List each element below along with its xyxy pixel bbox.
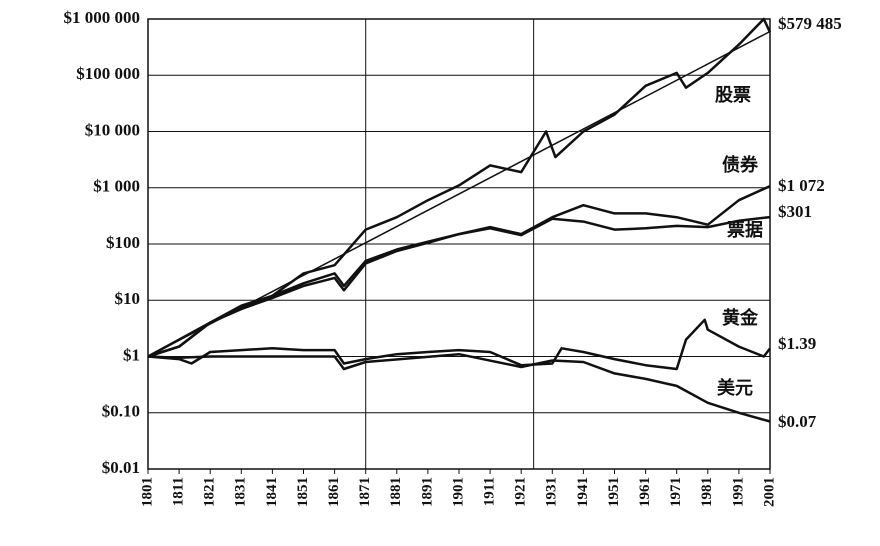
y-tick-label: $0.10 xyxy=(102,402,140,421)
x-tick-label: 1891 xyxy=(419,477,435,507)
y-tick-label: $1 000 xyxy=(93,177,140,196)
x-tick-label: 1841 xyxy=(264,477,280,507)
series-label: 债券 xyxy=(722,154,759,175)
y-tick-label: $10 000 xyxy=(85,120,140,139)
series-line xyxy=(147,184,771,358)
x-tick-label: 1931 xyxy=(544,477,560,507)
x-tick-label: 1881 xyxy=(388,477,404,507)
x-tick-label: 1971 xyxy=(668,477,684,507)
x-tick-label: 1801 xyxy=(139,477,155,507)
y-tick-label: $1 xyxy=(123,345,140,364)
x-tick-label: 1851 xyxy=(295,477,311,507)
series-label: 票据 xyxy=(727,219,763,240)
x-tick-label: 1911 xyxy=(482,477,498,506)
x-tick-label: 1951 xyxy=(606,477,622,507)
x-tick-label: 1941 xyxy=(575,477,591,507)
end-label: $1.39 xyxy=(778,334,816,353)
x-tick-label: 2001 xyxy=(761,477,777,507)
series-label: 股票 xyxy=(714,85,751,105)
x-tick-label: 1991 xyxy=(730,477,746,507)
series-label: 黄金 xyxy=(722,307,759,328)
x-tick-label: 1821 xyxy=(202,477,218,507)
end-label: $0.07 xyxy=(778,412,817,431)
y-tick-label: $10 xyxy=(115,289,141,308)
x-tick-label: 1921 xyxy=(513,477,529,507)
series-line xyxy=(147,352,771,423)
x-tick-label: 1861 xyxy=(326,477,342,507)
series-line xyxy=(147,215,771,358)
series-line xyxy=(147,318,771,371)
y-tick-label: $1 000 000 xyxy=(64,8,141,27)
end-label: $1 072 xyxy=(778,176,825,195)
y-tick-label: $100 000 xyxy=(76,64,140,83)
x-tick-label: 1981 xyxy=(699,477,715,507)
series-label: 美元 xyxy=(717,377,753,398)
x-tick-label: 1901 xyxy=(450,477,466,507)
end-label: $301 xyxy=(778,202,812,221)
x-tick-label: 1831 xyxy=(233,477,249,507)
y-tick-label: $100 xyxy=(106,233,140,252)
end-label: $579 485 xyxy=(778,14,842,33)
y-tick-label: $0.01 xyxy=(102,458,140,477)
x-tick-label: 1961 xyxy=(637,477,653,507)
x-tick-label: 1871 xyxy=(357,477,373,507)
x-tick-label: 1811 xyxy=(171,477,187,506)
